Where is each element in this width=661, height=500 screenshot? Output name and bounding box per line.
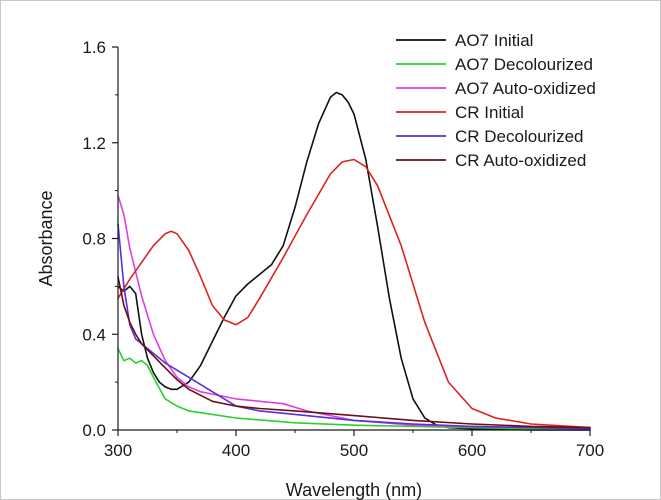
x-tick-label: 600 [458, 441, 486, 460]
legend-label-cr-initial: CR Initial [455, 103, 524, 122]
x-tick-label: 300 [104, 441, 132, 460]
y-tick-label: 0.0 [82, 421, 106, 440]
legend: AO7 Initial AO7 Decolourized AO7 Auto-oxid… [396, 31, 596, 170]
legend-label-ao7-initial: AO7 Initial [455, 31, 533, 50]
series-line-cr-decolourized [117, 223, 591, 430]
y-axis-title: Absorbance [36, 190, 56, 286]
y-tick-label: 1.6 [82, 38, 106, 57]
series-line-ao7-auto-oxidized [117, 194, 591, 430]
legend-label-ao7-decolourized: AO7 Decolourized [455, 55, 593, 74]
series-line-cr-auto-oxidized [117, 275, 591, 429]
axes: 300 400 500 600 700 0.0 0.4 0.8 1.2 1.6 [82, 38, 604, 460]
x-tick-label: 400 [222, 441, 250, 460]
series-line-ao7-decolourized [117, 347, 591, 431]
y-tick-label: 0.4 [82, 325, 106, 344]
plot-area [117, 91, 591, 431]
y-tick-label: 1.2 [82, 134, 106, 153]
legend-label-ao7-auto-oxidized: AO7 Auto-oxidized [455, 79, 596, 98]
series-line-ao7-initial [117, 91, 591, 431]
series-line-cr-initial [117, 158, 591, 429]
y-tick-label: 0.8 [82, 230, 106, 249]
legend-label-cr-auto-oxidized: CR Auto-oxidized [455, 151, 586, 170]
legend-label-cr-decolourized: CR Decolourized [455, 127, 584, 146]
x-tick-label: 700 [576, 441, 604, 460]
x-tick-label: 500 [340, 441, 368, 460]
x-axis-title: Wavelength (nm) [286, 480, 422, 500]
